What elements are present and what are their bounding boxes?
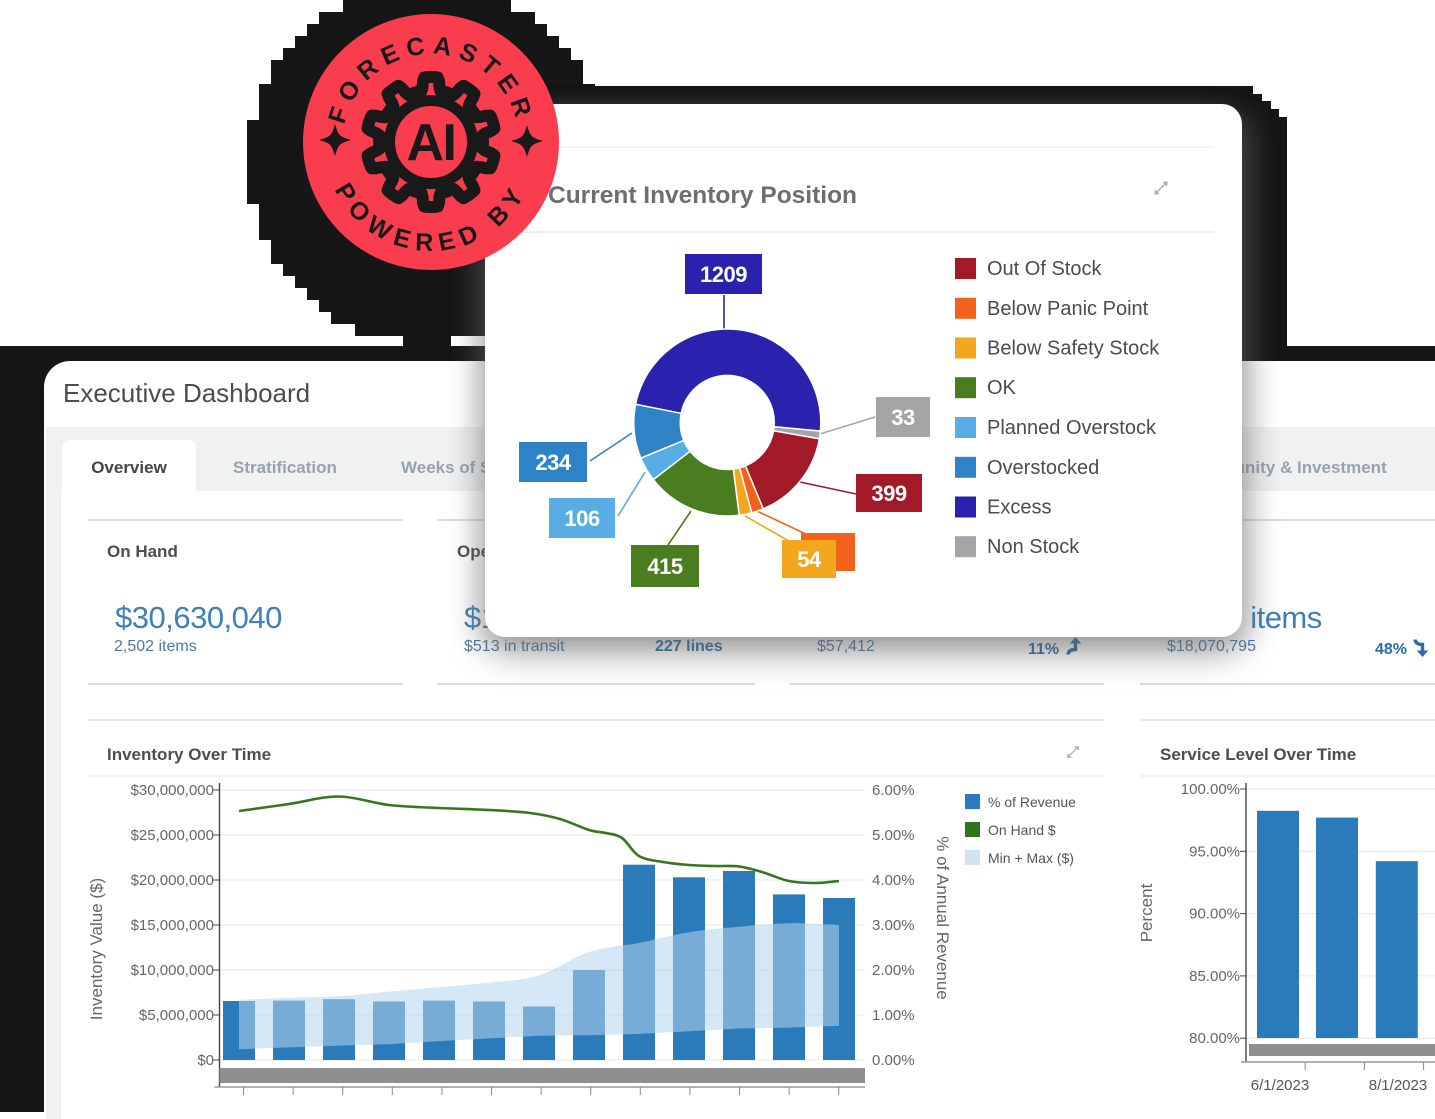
svg-text:95.00%: 95.00% [1189,843,1240,860]
svg-text:OK: OK [987,377,1017,399]
svg-text:$15,000,000: $15,000,000 [131,917,214,934]
svg-text:80.00%: 80.00% [1189,1030,1240,1047]
svg-text:6.00%: 6.00% [872,782,915,799]
svg-text:Out Of Stock: Out Of Stock [987,258,1102,280]
svg-text:Inventory Value ($): Inventory Value ($) [88,878,106,1020]
svg-text:2.00%: 2.00% [872,962,915,979]
svg-text:6/1/2023: 6/1/2023 [1251,1077,1309,1094]
svg-text:Planned Overstock: Planned Overstock [987,417,1157,439]
svg-text:1.00%: 1.00% [872,1007,915,1024]
svg-text:Excess: Excess [987,497,1051,519]
svg-text:% of Annual Revenue: % of Annual Revenue [933,836,952,1000]
svg-text:$0: $0 [197,1052,214,1069]
svg-text:% of Revenue: % of Revenue [988,794,1076,810]
svg-text:399: 399 [871,481,906,506]
svg-text:$25,000,000: $25,000,000 [131,827,214,844]
svg-text:Service Level Over Time: Service Level Over Time [1160,745,1356,764]
svg-text:Overstocked: Overstocked [987,457,1099,479]
svg-text:AI: AI [407,114,456,172]
svg-text:33: 33 [891,405,915,430]
svg-text:5.00%: 5.00% [872,827,915,844]
svg-text:0.00%: 0.00% [872,1052,915,1069]
svg-text:1209: 1209 [700,262,747,287]
svg-text:4.00%: 4.00% [872,872,915,889]
svg-text:Below Safety Stock: Below Safety Stock [987,338,1160,360]
svg-text:8/1/2023: 8/1/2023 [1369,1077,1427,1094]
svg-text:Min + Max ($): Min + Max ($) [988,850,1074,866]
svg-text:Current Inventory Position: Current Inventory Position [548,182,857,209]
svg-text:100.00%: 100.00% [1181,781,1240,798]
svg-text:$20,000,000: $20,000,000 [131,872,214,889]
svg-text:Non Stock: Non Stock [987,536,1080,558]
svg-text:On Hand $: On Hand $ [988,822,1056,838]
svg-text:90.00%: 90.00% [1189,906,1240,923]
svg-text:$10,000,000: $10,000,000 [131,962,214,979]
svg-text:54: 54 [797,547,822,572]
svg-text:415: 415 [647,554,682,579]
svg-text:Below Panic Point: Below Panic Point [987,298,1149,320]
svg-text:234: 234 [535,450,571,475]
svg-text:Inventory Over Time: Inventory Over Time [107,745,271,764]
svg-text:85.00%: 85.00% [1189,968,1240,985]
svg-text:$5,000,000: $5,000,000 [139,1007,214,1024]
svg-text:Percent: Percent [1141,883,1156,942]
svg-text:3.00%: 3.00% [872,917,915,934]
svg-text:$30,000,000: $30,000,000 [131,782,214,799]
svg-text:106: 106 [564,506,599,531]
